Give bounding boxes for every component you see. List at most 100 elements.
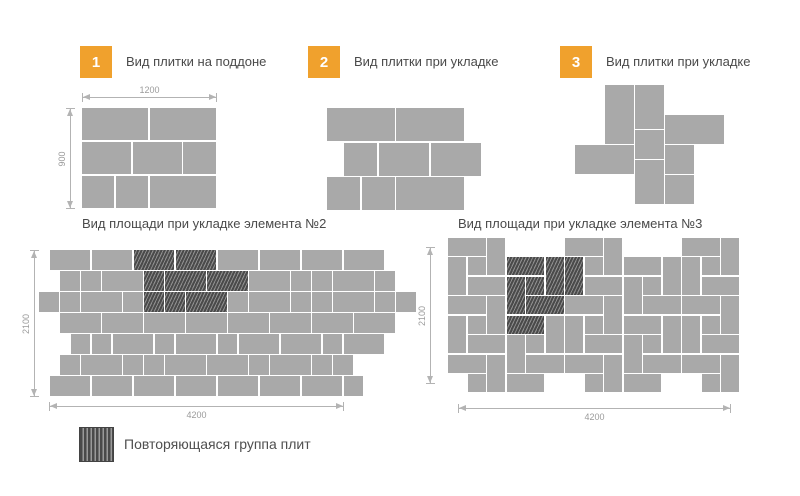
hatched-tile	[526, 296, 564, 315]
hatched-tile	[506, 315, 545, 334]
tile	[604, 354, 623, 393]
tile	[312, 292, 332, 312]
hatched-tile	[545, 257, 564, 295]
tile	[102, 271, 143, 291]
tile	[249, 271, 290, 291]
tile	[165, 355, 206, 375]
tile	[259, 250, 301, 270]
pallet-height-dimension: 900	[57, 108, 75, 209]
area-2-height-value: 2100	[21, 313, 31, 334]
tile	[82, 175, 115, 208]
legend-label: Повторяющаяся группа плит	[124, 436, 311, 452]
tile	[467, 335, 506, 354]
tile	[643, 335, 662, 354]
tile	[301, 250, 343, 270]
laying-pattern-2-diagram	[327, 108, 487, 212]
tile	[506, 374, 545, 393]
hatched-tile	[144, 271, 164, 291]
tile	[448, 237, 486, 256]
tile	[467, 276, 506, 295]
hatched-tile	[506, 276, 525, 315]
tile	[448, 296, 486, 315]
pallet-tiles-diagram	[82, 108, 217, 209]
pallet-height-value: 900	[57, 150, 67, 167]
tile	[526, 335, 545, 354]
hatched-tile	[175, 250, 217, 270]
tile	[39, 292, 59, 312]
tile	[682, 315, 701, 354]
tile	[249, 292, 290, 312]
section-2-title: Вид плитки при укладке	[354, 54, 499, 69]
tile	[487, 296, 506, 334]
hatched-tile	[133, 250, 175, 270]
tile	[82, 108, 149, 141]
tile	[327, 177, 361, 211]
tile	[623, 374, 662, 393]
tile	[623, 315, 662, 334]
tile	[575, 145, 634, 174]
tile	[378, 142, 430, 176]
tile	[396, 108, 464, 142]
tile	[312, 355, 332, 375]
tile	[467, 257, 486, 276]
tile	[270, 313, 311, 333]
tile	[545, 315, 564, 354]
tile	[584, 374, 603, 393]
tile	[375, 271, 395, 291]
tile	[701, 257, 720, 276]
tile	[228, 313, 269, 333]
tile	[60, 292, 80, 312]
tile	[91, 334, 112, 354]
section-3-title: Вид плитки при укладке	[606, 54, 751, 69]
tile	[623, 276, 642, 315]
tile	[354, 313, 395, 333]
tile	[217, 334, 238, 354]
tile	[238, 334, 280, 354]
tile	[584, 257, 603, 276]
tile	[149, 108, 216, 141]
tile	[217, 376, 259, 396]
tile	[467, 315, 486, 334]
tile	[396, 177, 464, 211]
tile	[132, 141, 182, 175]
tile	[701, 315, 720, 334]
hatched-tile	[526, 276, 545, 295]
tile	[643, 354, 681, 373]
tile	[81, 355, 122, 375]
tile	[115, 175, 149, 208]
tile	[584, 315, 603, 334]
tile	[375, 292, 395, 312]
area-3-title: Вид площади при укладке элемента №3	[458, 216, 703, 231]
area-element-3-diagram	[448, 228, 758, 408]
section-1-title: Вид плитки на поддоне	[126, 54, 267, 69]
tile	[333, 292, 374, 312]
tile	[228, 292, 248, 312]
tile	[102, 313, 143, 333]
tile	[60, 313, 101, 333]
tile	[270, 355, 311, 375]
tile	[487, 237, 506, 276]
tile	[149, 175, 216, 208]
tile	[259, 376, 301, 396]
tile	[682, 354, 720, 373]
tile	[665, 175, 694, 204]
hatched-tile	[165, 271, 206, 291]
tile	[154, 334, 175, 354]
pallet-width-value: 1200	[139, 85, 160, 95]
tile	[506, 335, 525, 373]
tile	[82, 141, 132, 175]
area-3-width-value: 4200	[584, 412, 605, 422]
tile	[701, 335, 740, 354]
tile	[49, 250, 91, 270]
tile	[623, 257, 662, 276]
tile	[60, 355, 80, 375]
tile	[361, 177, 395, 211]
tile	[448, 257, 467, 295]
tile	[327, 108, 395, 142]
tile	[186, 313, 227, 333]
tile	[175, 334, 217, 354]
tile	[217, 250, 259, 270]
tile	[448, 354, 486, 373]
tile	[91, 376, 133, 396]
